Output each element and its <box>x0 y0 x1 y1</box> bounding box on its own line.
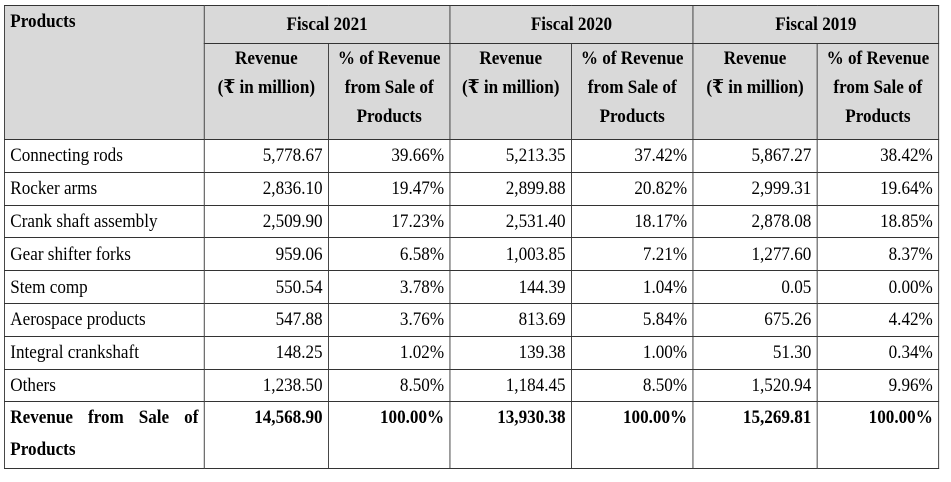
cell-value: 8.50% <box>327 368 451 403</box>
products-header: Products <box>3 5 205 140</box>
total-value: 100.00% <box>327 401 451 469</box>
cell-value: 547.88 <box>203 302 329 337</box>
cell-value: 18.85% <box>816 204 940 239</box>
table-row: Rocker arms 2,836.10 19.47% 2,899.88 20.… <box>3 171 940 206</box>
product-name: Others <box>3 368 205 403</box>
cell-value: 3.78% <box>327 270 451 304</box>
cell-value: 1,184.45 <box>449 368 572 403</box>
cell-value: 550.54 <box>203 270 329 304</box>
cell-value: 5.84% <box>571 302 694 337</box>
total-label: Revenue from Sale of Products <box>3 401 205 469</box>
cell-value: 4.42% <box>816 302 940 337</box>
fiscal-2021-header: Fiscal 2021 <box>203 5 451 44</box>
table-row: Others 1,238.50 8.50% 1,184.45 8.50% 1,5… <box>3 368 940 403</box>
cell-value: 39.66% <box>327 139 451 173</box>
percent-column-header: % of Revenue from Sale of Products <box>816 43 940 140</box>
revenue-column-header: Revenue (₹ in million) <box>692 43 818 140</box>
cell-value: 19.64% <box>816 171 940 206</box>
cell-value: 1.02% <box>327 335 451 370</box>
cell-value: 9.96% <box>816 368 940 403</box>
cell-value: 7.21% <box>571 237 694 272</box>
cell-value: 144.39 <box>449 270 572 304</box>
table-row: Integral crankshaft 148.25 1.02% 139.38 … <box>3 335 940 370</box>
cell-value: 37.42% <box>571 139 694 173</box>
table-row: Gear shifter forks 959.06 6.58% 1,003.85… <box>3 237 940 272</box>
cell-value: 1,277.60 <box>692 237 818 272</box>
cell-value: 148.25 <box>203 335 329 370</box>
cell-value: 8.50% <box>571 368 694 403</box>
total-value: 100.00% <box>816 401 940 469</box>
cell-value: 19.47% <box>327 171 451 206</box>
cell-value: 0.34% <box>816 335 940 370</box>
cell-value: 17.23% <box>327 204 451 239</box>
cell-value: 38.42% <box>816 139 940 173</box>
cell-value: 139.38 <box>449 335 572 370</box>
cell-value: 20.82% <box>571 171 694 206</box>
cell-value: 0.00% <box>816 270 940 304</box>
cell-value: 3.76% <box>327 302 451 337</box>
product-name: Connecting rods <box>3 139 205 173</box>
table-row: Stem comp 550.54 3.78% 144.39 1.04% 0.05… <box>3 270 940 304</box>
cell-value: 2,899.88 <box>449 171 572 206</box>
product-name: Stem comp <box>3 270 205 304</box>
cell-value: 2,836.10 <box>203 171 329 206</box>
total-value: 15,269.81 <box>692 401 818 469</box>
table-row: Crank shaft assembly 2,509.90 17.23% 2,5… <box>3 204 940 239</box>
table-row: Connecting rods 5,778.67 39.66% 5,213.35… <box>3 139 940 173</box>
percent-column-header: % of Revenue from Sale of Products <box>571 43 694 140</box>
cell-value: 0.05 <box>692 270 818 304</box>
cell-value: 5,778.67 <box>203 139 329 173</box>
fiscal-2020-header: Fiscal 2020 <box>449 5 694 44</box>
cell-value: 2,999.31 <box>692 171 818 206</box>
cell-value: 8.37% <box>816 237 940 272</box>
total-value: 100.00% <box>571 401 694 469</box>
cell-value: 959.06 <box>203 237 329 272</box>
table-row: Aerospace products 547.88 3.76% 813.69 5… <box>3 302 940 337</box>
product-name: Aerospace products <box>3 302 205 337</box>
product-name: Integral crankshaft <box>3 335 205 370</box>
cell-value: 2,509.90 <box>203 204 329 239</box>
product-name: Rocker arms <box>3 171 205 206</box>
cell-value: 5,213.35 <box>449 139 572 173</box>
fiscal-2019-header: Fiscal 2019 <box>692 5 940 44</box>
total-value: 13,930.38 <box>449 401 572 469</box>
cell-value: 2,878.08 <box>692 204 818 239</box>
cell-value: 51.30 <box>692 335 818 370</box>
cell-value: 1,238.50 <box>203 368 329 403</box>
total-row: Revenue from Sale of Products 14,568.90 … <box>3 401 940 469</box>
cell-value: 675.26 <box>692 302 818 337</box>
revenue-column-header: Revenue (₹ in million) <box>203 43 329 140</box>
cell-value: 6.58% <box>327 237 451 272</box>
cell-value: 1.00% <box>571 335 694 370</box>
product-name: Gear shifter forks <box>3 237 205 272</box>
cell-value: 2,531.40 <box>449 204 572 239</box>
cell-value: 813.69 <box>449 302 572 337</box>
revenue-table: Products Fiscal 2021 Fiscal 2020 Fiscal … <box>3 5 940 469</box>
cell-value: 1,520.94 <box>692 368 818 403</box>
revenue-column-header: Revenue (₹ in million) <box>449 43 572 140</box>
cell-value: 5,867.27 <box>692 139 818 173</box>
total-value: 14,568.90 <box>203 401 329 469</box>
cell-value: 18.17% <box>571 204 694 239</box>
product-name: Crank shaft assembly <box>3 204 205 239</box>
percent-column-header: % of Revenue from Sale of Products <box>327 43 451 140</box>
cell-value: 1.04% <box>571 270 694 304</box>
cell-value: 1,003.85 <box>449 237 572 272</box>
